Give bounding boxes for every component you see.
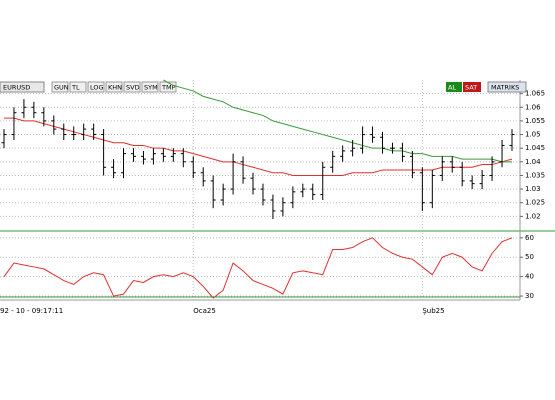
sell-label[interactable]: SAT <box>465 84 477 92</box>
indicator-line <box>163 79 512 163</box>
status-text: 92 - 10 - 09:17:11 <box>0 307 63 315</box>
toolbar-button-label[interactable]: GUN <box>54 84 69 92</box>
y-tick-label: 1.065 <box>525 90 545 98</box>
indicator-line <box>4 117 513 176</box>
sell-button[interactable] <box>463 82 481 92</box>
toolbar-button[interactable] <box>87 81 105 93</box>
y-tick-label: 50 <box>525 253 534 261</box>
toolbar-button[interactable] <box>69 81 87 93</box>
toolbar-button[interactable] <box>105 81 123 93</box>
y-tick-label: 60 <box>525 234 534 242</box>
toolbar-button-label[interactable]: TL <box>71 84 80 92</box>
toolbar-button[interactable] <box>141 81 159 93</box>
toolbar-button-label[interactable]: SVD <box>126 84 140 92</box>
plot-bg <box>0 80 520 298</box>
buy-button[interactable] <box>446 82 462 92</box>
toolbar: EURUSD AL SAT MATRIKS GUN TL LOG KHN SVD SYM T… <box>0 81 527 93</box>
toolbar-button-label[interactable]: LOG <box>90 84 104 92</box>
y-tick-label: 1.02 <box>525 212 541 220</box>
toolbar-button-label[interactable]: SYM <box>144 84 158 92</box>
y-tick-label: 1.04 <box>525 158 541 166</box>
y-tick-label: 1.025 <box>525 199 545 207</box>
y-tick-label: 40 <box>525 273 534 281</box>
symbol: EURUSD <box>3 84 30 92</box>
y-tick-label: 1.03 <box>525 185 541 193</box>
y-tick-label: 1.05 <box>525 131 541 139</box>
y-tick-label: 1.06 <box>525 103 541 111</box>
y-tick-label: 1.055 <box>525 117 545 125</box>
buy-label[interactable]: AL <box>448 84 456 92</box>
toolbar-button-label[interactable]: KHN <box>108 84 122 92</box>
toolbar-button[interactable] <box>123 81 141 93</box>
brand-box <box>487 81 527 93</box>
x-tick-label: Oca25 <box>193 307 216 315</box>
y-tick-label: 30 <box>525 292 534 300</box>
toolbar-button[interactable] <box>51 81 69 93</box>
x-tick-label: Şub25 <box>422 307 444 315</box>
y-tick-label: 1.045 <box>525 144 545 152</box>
toolbar-button-label[interactable]: TMP <box>161 84 176 92</box>
symbol-box <box>0 81 45 93</box>
y-tick-label: 1.035 <box>525 171 545 179</box>
brand: MATRIKS <box>491 84 519 92</box>
indicator-line <box>3 237 513 299</box>
